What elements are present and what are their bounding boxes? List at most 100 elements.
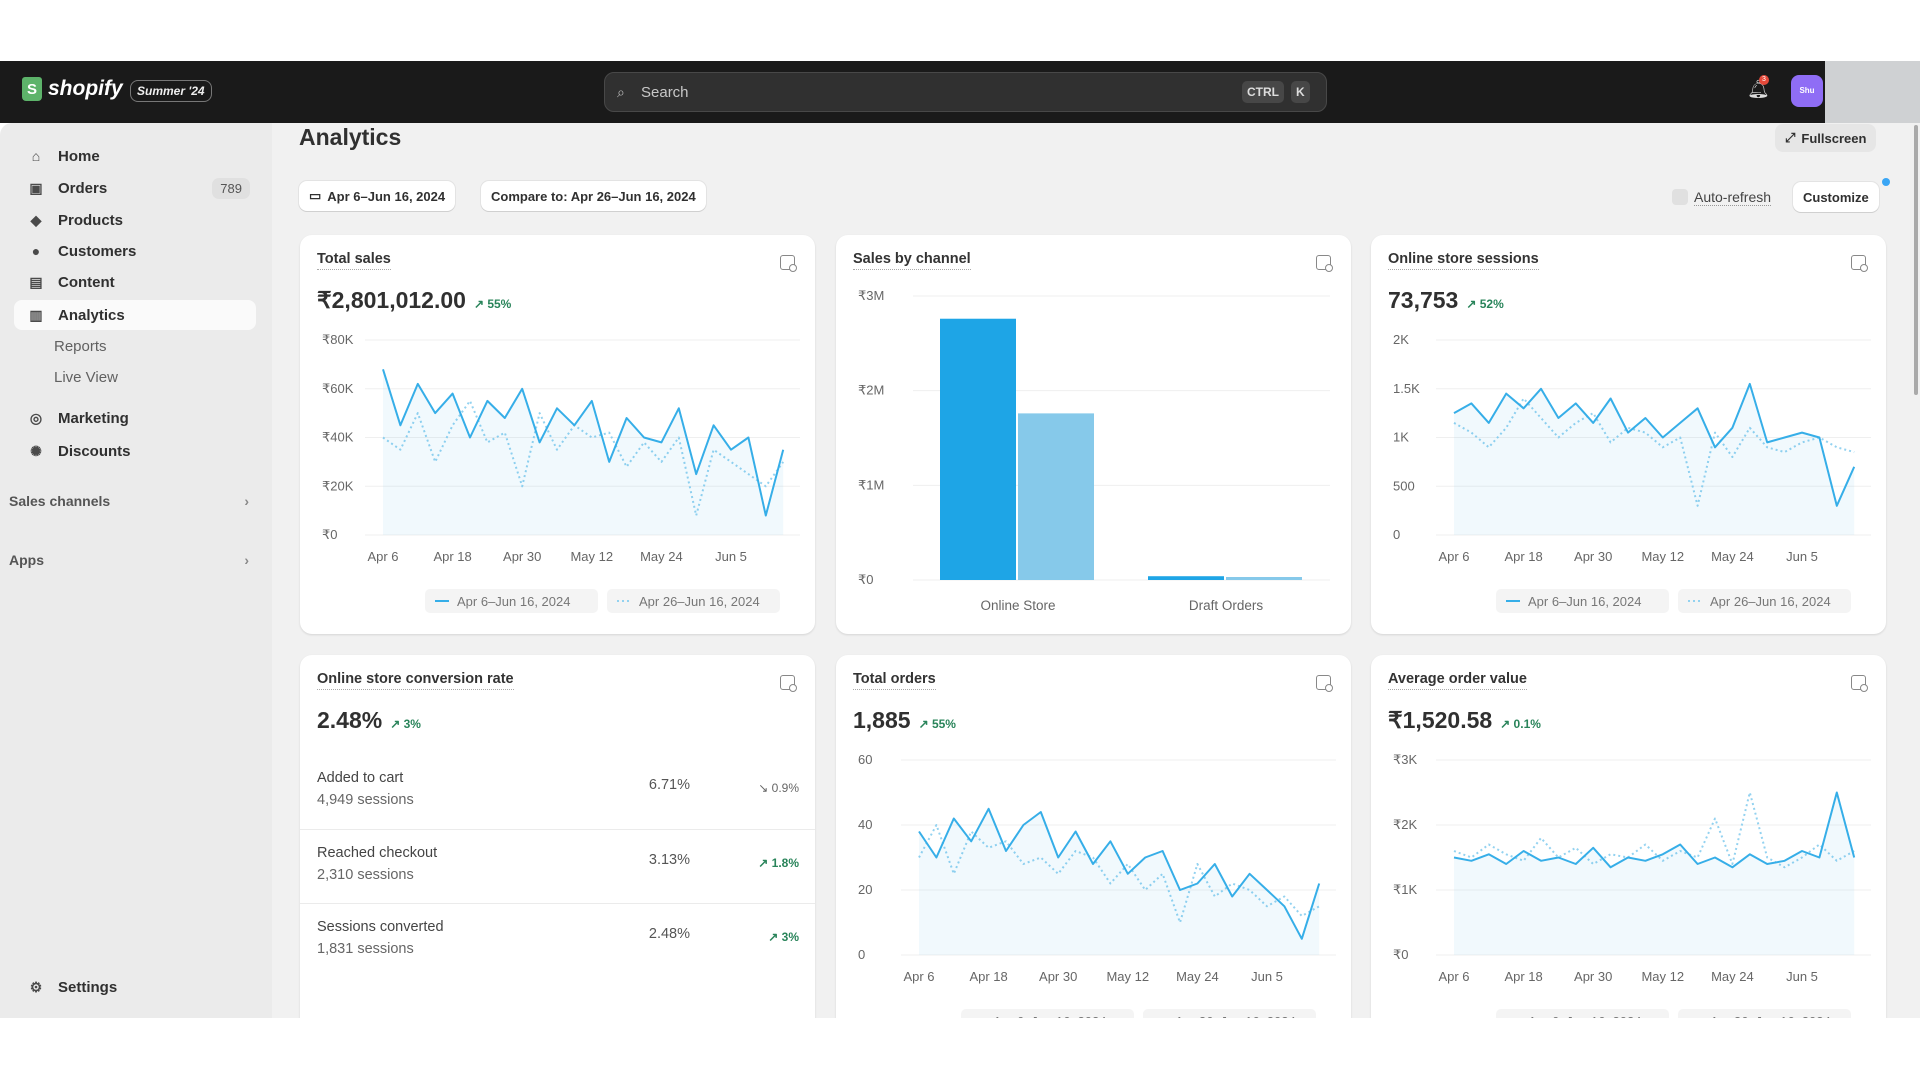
y-tick-label: 1K: [1393, 430, 1409, 445]
sidebar-item-discounts[interactable]: ✺ Discounts: [14, 436, 256, 466]
conversion-rate-card[interactable]: Online store conversion rate 2.48% ↗ 3% A…: [300, 655, 815, 1055]
sidebar-item-live-view[interactable]: Live View: [14, 362, 256, 392]
step-name: Sessions converted: [317, 919, 444, 935]
change-badge: ↗ 55%: [918, 717, 956, 731]
x-tick-label: Apr 18: [969, 969, 1007, 984]
series-line-solid: [1453, 382, 1856, 507]
chevron-right-icon: ›: [244, 493, 249, 509]
step-change: ↗ 3%: [768, 930, 799, 944]
sidebar-section-apps[interactable]: Apps ›: [9, 552, 249, 568]
average-order-value-card[interactable]: Average order value ₹1,520.58 ↗ 0.1% ₹0 ₹1…: [1371, 655, 1886, 1055]
scrollbar[interactable]: [1914, 125, 1918, 395]
target-icon: ◎: [29, 409, 43, 426]
x-tick-label: Apr 30: [1039, 969, 1077, 984]
card-title[interactable]: Total orders: [853, 671, 936, 690]
kbd-k: K: [1291, 81, 1310, 103]
change-badge: ↗ 3%: [390, 717, 421, 731]
sidebar-item-reports[interactable]: Reports: [14, 331, 256, 361]
edition-badge[interactable]: Summer '24: [130, 80, 212, 102]
sidebar-item-customers[interactable]: ● Customers: [14, 236, 256, 266]
card-title[interactable]: Online store conversion rate: [317, 671, 514, 690]
step-name: Added to cart: [317, 770, 404, 786]
sidebar-item-products[interactable]: ◆ Products: [14, 205, 256, 235]
y-tick-label: ₹2K: [1393, 817, 1418, 832]
bar-previous[interactable]: [1018, 413, 1094, 580]
explore-icon[interactable]: [1316, 675, 1333, 692]
window-edge: [1825, 61, 1920, 123]
y-tick-label: 1.5K: [1393, 381, 1420, 396]
x-tick-label: Apr 30: [1574, 969, 1612, 984]
sidebar-item-settings[interactable]: ⚙ Settings: [14, 972, 256, 1002]
bar-current[interactable]: [940, 318, 1016, 580]
bar-current[interactable]: [1148, 576, 1224, 580]
explore-icon[interactable]: [780, 255, 797, 272]
total-orders-card[interactable]: Total orders 1,885 ↗ 55% 0 20 40 60 Apr 6 Apr …: [836, 655, 1351, 1055]
aov-chart: ₹0 ₹1K ₹2K ₹3K Apr 6 Apr 18 Apr 30 May 12 May 24…: [1393, 752, 1871, 1033]
card-value: ₹1,520.58 ↗ 0.1%: [1388, 707, 1541, 734]
sales_by_channel-chart: ₹0 ₹1M ₹2M ₹3M Online Store Draft Orders: [858, 288, 1330, 613]
sidebar-section-sales-channels[interactable]: Sales channels ›: [9, 493, 249, 509]
sidebar-item-analytics[interactable]: ▥ Analytics: [14, 300, 256, 330]
sidebar-item-orders[interactable]: ▣ Orders 789: [14, 173, 256, 203]
series-line-solid: [382, 369, 785, 517]
total_sales-chart: ₹0 ₹20K ₹40K ₹60K ₹80K Apr 6 Apr 18 Apr 30 May 1…: [322, 332, 800, 613]
image-icon: ▤: [29, 273, 43, 290]
y-tick-label: ₹20K: [322, 478, 354, 493]
metric-value: ₹2,801,012.00: [317, 287, 466, 313]
y-tick-label: 500: [1393, 478, 1415, 493]
card-title[interactable]: Average order value: [1388, 671, 1527, 690]
auto-refresh-checkbox[interactable]: [1672, 189, 1688, 205]
card-value: 2.48% ↗ 3%: [317, 707, 421, 734]
bar-previous[interactable]: [1226, 577, 1302, 580]
total-sales-card[interactable]: Total sales ₹2,801,012.00 ↗ 55% ₹0 ₹20K ₹40…: [300, 235, 815, 634]
brand-name: shopify: [48, 77, 123, 100]
y-tick-label: ₹80K: [322, 332, 354, 347]
explore-icon[interactable]: [1316, 255, 1333, 272]
customize-button[interactable]: Customize: [1793, 182, 1879, 212]
fullscreen-button[interactable]: ⤢ Fullscreen: [1775, 124, 1877, 152]
person-icon: ●: [31, 243, 41, 259]
nav-label: Home: [58, 147, 100, 165]
y-tick-label: 0: [858, 947, 865, 962]
date-range-button[interactable]: ▭ Apr 6–Jun 16, 2024: [299, 181, 456, 211]
y-tick-label: 0: [1393, 527, 1400, 542]
calendar-icon: ▭: [309, 188, 322, 203]
online-store-sessions-card[interactable]: Online store sessions 73,753 ↗ 52% 0 500 1K…: [1371, 235, 1886, 634]
section-label: Sales channels: [9, 493, 111, 509]
x-tick-label: May 24: [640, 549, 683, 564]
compare-button[interactable]: Compare to: Apr 26–Jun 16, 2024: [481, 181, 706, 211]
card-title[interactable]: Total sales: [317, 251, 391, 270]
search-input[interactable]: ⌕ Search CTRL K: [604, 72, 1327, 112]
chevron-right-icon: ›: [244, 552, 249, 568]
explore-icon[interactable]: [1851, 675, 1868, 692]
nav-label: Products: [58, 211, 124, 229]
legend-item[interactable]: [425, 589, 598, 613]
funnel-row: Reached checkout 2,310 sessions 3.13% ↗ 1…: [300, 829, 815, 903]
top-bar: S shopify Summer '24 ⌕ Search CTRL K 🔔︎ 3…: [0, 61, 1825, 123]
avatar[interactable]: Shu: [1791, 75, 1823, 107]
nav-label: Orders: [58, 179, 108, 197]
card-title[interactable]: Online store sessions: [1388, 251, 1539, 270]
shopify-logo[interactable]: S shopify: [22, 77, 123, 101]
notifications-button[interactable]: 🔔︎ 3: [1747, 75, 1770, 100]
explore-icon[interactable]: [1851, 255, 1868, 272]
legend-label: Apr 26–Jun 16, 2024: [1710, 594, 1831, 609]
card-title[interactable]: Sales by channel: [853, 251, 971, 270]
sidebar-item-home[interactable]: ⌂ Home: [14, 141, 256, 171]
x-tick-label: Apr 18: [1504, 969, 1542, 984]
card-value: ₹2,801,012.00 ↗ 55%: [317, 287, 511, 314]
legend-item[interactable]: [1678, 589, 1851, 613]
legend-label: Apr 26–Jun 16, 2024: [639, 594, 760, 609]
y-tick-label: ₹3K: [1393, 752, 1418, 767]
legend-item[interactable]: [1496, 589, 1669, 613]
legend-label: Apr 6–Jun 16, 2024: [457, 594, 570, 609]
sales-by-channel-card[interactable]: Sales by channel ₹0 ₹1M ₹2M ₹3M Online Store…: [836, 235, 1351, 634]
search-placeholder: Search: [641, 84, 689, 101]
change-badge: ↗ 52%: [1466, 297, 1504, 311]
sidebar-item-marketing[interactable]: ◎ Marketing: [14, 403, 256, 433]
y-tick-label: ₹1M: [858, 477, 884, 492]
explore-icon[interactable]: [780, 675, 797, 692]
sidebar-item-content[interactable]: ▤ Content: [14, 267, 256, 297]
legend-item[interactable]: [607, 589, 780, 613]
x-tick-label: May 12: [1106, 969, 1149, 984]
